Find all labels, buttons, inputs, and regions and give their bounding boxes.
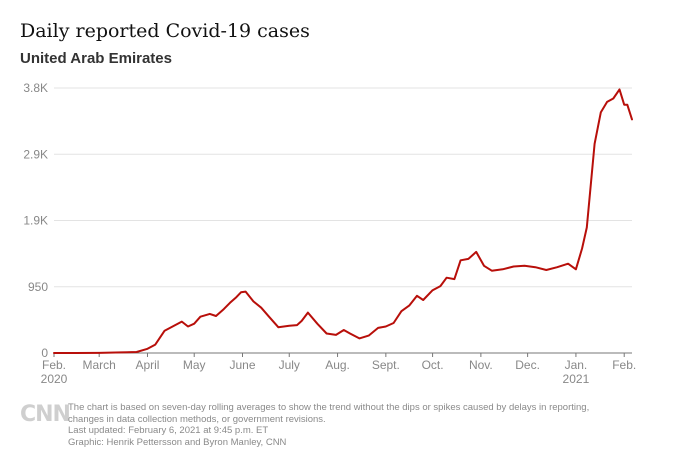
y-tick-label: 3.8K: [23, 81, 48, 95]
x-tick-label: Aug.: [325, 358, 350, 372]
x-tick-label: Jan.: [565, 358, 588, 372]
x-tick-label: June: [229, 358, 255, 372]
series-line: [53, 88, 633, 354]
chart-title: Daily reported Covid-19 cases: [20, 20, 310, 42]
x-tick-label: July: [279, 358, 300, 372]
chart-subtitle: United Arab Emirates: [20, 50, 172, 67]
gridlines: [54, 87, 632, 354]
chart-footer: CNN The chart is based on seven-day roll…: [20, 398, 670, 458]
y-tick-label: 1.9K: [23, 214, 48, 228]
note-line: The chart is based on seven-day rolling …: [68, 402, 590, 413]
x-tick-label: Oct.: [422, 358, 444, 372]
x-tick-label: April: [135, 358, 159, 372]
x-tick-year-label: 2021: [563, 372, 590, 386]
x-tick-label: March: [83, 358, 116, 372]
series-layer: [53, 88, 633, 354]
note-line: Graphic: Henrik Pettersson and Byron Man…: [68, 436, 287, 448]
x-tick-label: Dec.: [515, 358, 540, 372]
note-line: Last updated: February 6, 2021 at 9:45 p…: [68, 425, 269, 437]
note-line: changes in data collection methods, or g…: [68, 413, 326, 425]
y-tick-label: 0: [41, 346, 48, 360]
y-tick-label: 950: [28, 280, 48, 294]
x-tick-label: Feb.: [612, 358, 636, 372]
x-tick-label: May: [183, 358, 206, 372]
x-tick-label: Sept.: [372, 358, 400, 372]
y-axis-ticks: 0 950 1.9K 2.9K 3.8K: [23, 81, 48, 360]
cnn-logo: CNN: [20, 402, 71, 427]
x-tick-year-label: 2020: [41, 372, 68, 386]
y-tick-label: 2.9K: [23, 147, 48, 161]
x-tick-label: Feb.: [42, 358, 66, 372]
x-tick-label: Nov.: [469, 358, 493, 372]
source-notes: The chart is based on seven-day rolling …: [68, 402, 668, 448]
